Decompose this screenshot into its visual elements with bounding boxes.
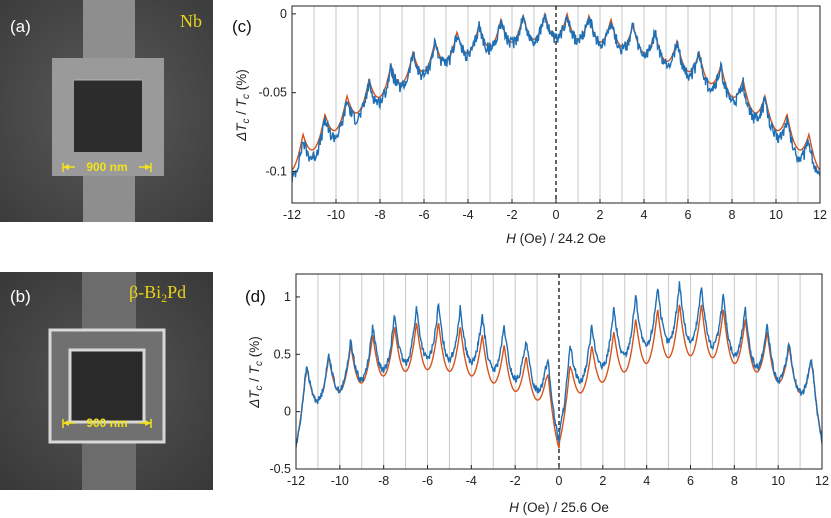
sem-image-bipd bbox=[0, 272, 213, 490]
scale-text-a: 900 nm bbox=[86, 160, 127, 174]
x-tick-label: 0 bbox=[553, 208, 560, 222]
x-tick-label: -12 bbox=[283, 208, 301, 222]
x-tick-label: -2 bbox=[506, 208, 517, 222]
series-measured-line bbox=[292, 13, 820, 183]
x-tick-label: -2 bbox=[510, 474, 521, 488]
series-fit-line bbox=[296, 304, 822, 449]
x-tick-label: 8 bbox=[729, 208, 736, 222]
x-tick-label: 0 bbox=[556, 474, 563, 488]
x-tick-label: 2 bbox=[597, 208, 604, 222]
series-c bbox=[292, 11, 820, 183]
x-tick-label: 12 bbox=[815, 474, 829, 488]
x-axis-label-d: H (Oe) / 25.6 Oe bbox=[509, 500, 609, 515]
panel-label-c: (c) bbox=[232, 17, 252, 36]
sem-image-nb bbox=[0, 0, 213, 222]
x-tick-label: 8 bbox=[731, 474, 738, 488]
x-tick-label: 4 bbox=[641, 208, 648, 222]
scale-text-b: 900 nm bbox=[86, 416, 127, 430]
x-tick-label: -10 bbox=[331, 474, 349, 488]
panel-label-b: (b) bbox=[10, 287, 31, 306]
y-tick-label: -0.1 bbox=[265, 164, 287, 178]
x-tick-label: 6 bbox=[687, 474, 694, 488]
y-tick-label: -0.05 bbox=[259, 86, 288, 100]
y-tick-label: -0.5 bbox=[269, 462, 291, 476]
series-d bbox=[296, 281, 822, 449]
ticks-c: -12 -10 -8 -6 -4 -2 0 2 4 6 8 10 12 0 -0.05 -0.1 bbox=[259, 7, 827, 222]
y-axis-label-c: ΔTc / Tc (%) bbox=[234, 69, 252, 142]
x-tick-label: 10 bbox=[769, 208, 783, 222]
x-tick-label: -6 bbox=[418, 208, 429, 222]
x-axis-label-c: H (Oe) / 24.2 Oe bbox=[506, 231, 606, 246]
ticks-d: -12 -10 -8 -6 -4 -2 0 2 4 6 8 10 12 1 0.5 0 -0.5 bbox=[269, 290, 829, 488]
y-axis-label-d: ΔTc / Tc (%) bbox=[247, 336, 265, 409]
x-tick-label: 2 bbox=[599, 474, 606, 488]
x-tick-label: -8 bbox=[378, 474, 389, 488]
panel-label-a: (a) bbox=[10, 17, 31, 36]
series-measured-line bbox=[296, 281, 822, 448]
chart-d: -12 -10 -8 -6 -4 -2 0 2 4 6 8 10 12 1 0.5 0 -0.5 H (Oe) … bbox=[247, 273, 829, 515]
material-label-nb: Nb bbox=[180, 11, 202, 31]
x-tick-label: 4 bbox=[643, 474, 650, 488]
scale-bar-b: 900 nm bbox=[62, 416, 152, 430]
x-tick-label: -8 bbox=[374, 208, 385, 222]
material-label-bipd: β-Bi2Pd bbox=[129, 282, 186, 305]
y-tick-label: 0.5 bbox=[274, 347, 291, 361]
x-tick-label: 6 bbox=[685, 208, 692, 222]
y-tick-label: 0 bbox=[284, 405, 291, 419]
x-tick-label: -12 bbox=[287, 474, 305, 488]
x-tick-label: -6 bbox=[422, 474, 433, 488]
chart-c: -12 -10 -8 -6 -4 -2 0 2 4 6 8 10 12 0 -0.05 -0.1 H (Oe)… bbox=[234, 5, 827, 246]
x-tick-label: -4 bbox=[466, 474, 477, 488]
y-tick-label: 1 bbox=[284, 290, 291, 304]
y-tick-label: 0 bbox=[280, 7, 287, 21]
x-tick-label: 12 bbox=[813, 208, 827, 222]
x-tick-label: -10 bbox=[327, 208, 345, 222]
x-tick-label: -4 bbox=[462, 208, 473, 222]
scale-bar-a: 900 nm bbox=[62, 160, 152, 174]
panel-label-d: (d) bbox=[245, 287, 266, 306]
x-tick-label: 10 bbox=[771, 474, 785, 488]
